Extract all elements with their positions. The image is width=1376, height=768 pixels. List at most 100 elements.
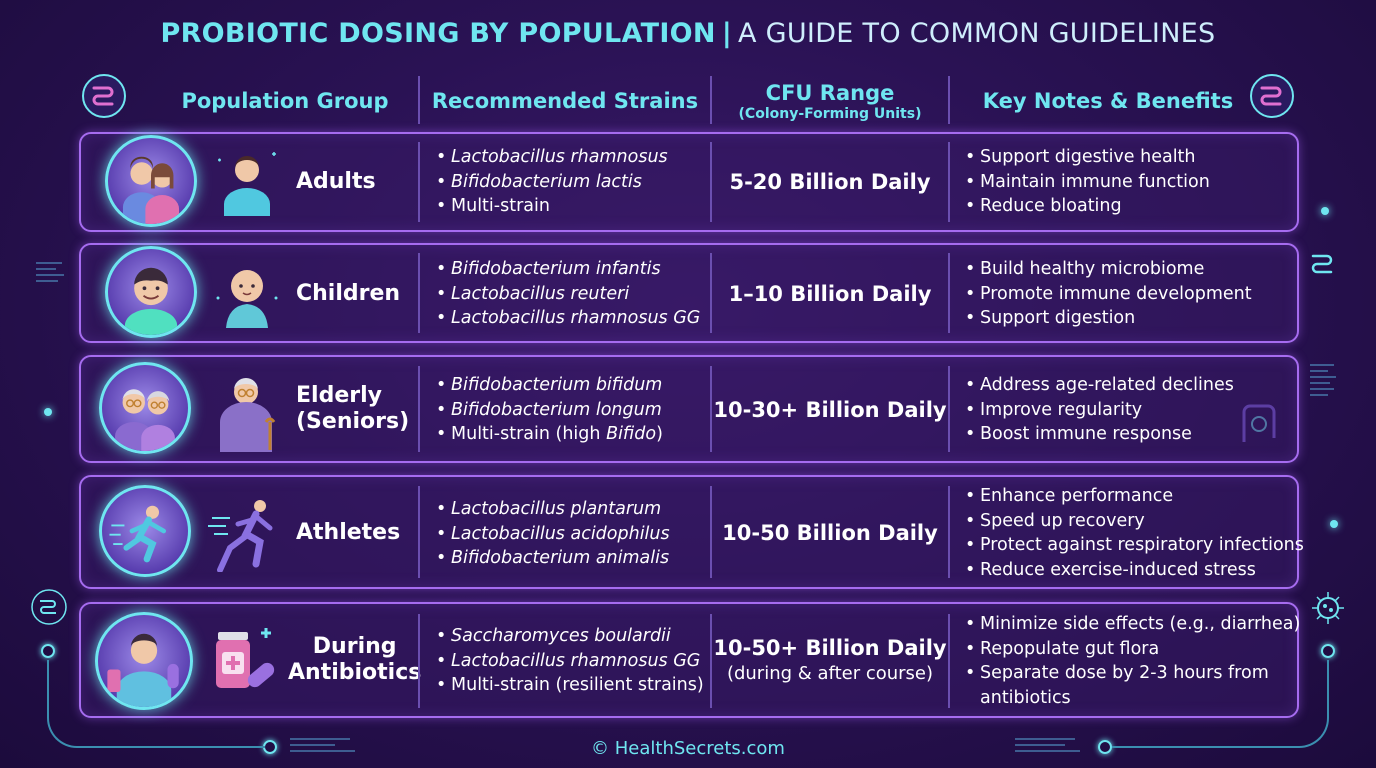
column-divider	[710, 253, 712, 333]
notes-list: Minimize side effects (e.g., diarrhea) R…	[965, 612, 1300, 710]
notes-list: Build healthy microbiome Promote immune …	[965, 257, 1252, 331]
adults-avatar	[105, 135, 197, 227]
list-item: Promote immune development	[965, 282, 1252, 307]
population-label: Athletes	[296, 520, 401, 545]
column-divider	[948, 253, 950, 333]
circuit-line	[1112, 660, 1329, 748]
strain-list: Lactobacillus rhamnosus Bifidobacterium …	[436, 145, 668, 219]
cfu-value: 10-30+ Billion Daily	[713, 398, 947, 422]
medicine-icon	[210, 622, 282, 698]
header-strains: Recommended Strains	[431, 89, 699, 113]
list-item: Lactobacillus rhamnosus GG	[436, 649, 704, 674]
list-item: Lactobacillus plantarum	[436, 497, 670, 522]
header-divider	[948, 76, 950, 124]
notes-list: Address age-related declines Improve reg…	[965, 373, 1234, 447]
cfu-value: 5-20 Billion Daily	[729, 170, 931, 194]
list-item: Support digestion	[965, 306, 1252, 331]
list-item: Support digestive health	[965, 145, 1210, 170]
notes-list: Enhance performance Speed up recovery Pr…	[965, 484, 1304, 582]
list-item: Protect against respiratory infections	[965, 533, 1304, 558]
column-divider	[710, 142, 712, 222]
decor-lines	[36, 262, 66, 286]
header-divider	[418, 76, 420, 124]
decor-lines	[1310, 364, 1338, 400]
list-item: Saccharomyces boulardii	[436, 624, 704, 649]
column-divider	[418, 366, 420, 452]
circuit-line	[47, 660, 265, 748]
title-rest: A GUIDE TO COMMON GUIDELINES	[738, 18, 1216, 49]
list-item: Improve regularity	[965, 398, 1234, 423]
column-divider	[948, 614, 950, 708]
population-label: Adults	[296, 169, 376, 194]
decor-dot	[44, 408, 52, 416]
strain-list: Saccharomyces boulardii Lactobacillus rh…	[436, 624, 704, 698]
column-divider	[418, 253, 420, 333]
title-bold: PROBIOTIC DOSING BY POPULATION	[160, 18, 716, 49]
baby-icon	[212, 258, 282, 328]
senior-with-cane-icon	[212, 372, 284, 452]
column-divider	[948, 486, 950, 578]
elderly-avatar	[99, 362, 191, 454]
intestine-icon	[80, 72, 128, 120]
list-item: Bifidobacterium lactis	[436, 170, 668, 195]
list-item: Bifidobacterium infantis	[436, 257, 700, 282]
list-item: Speed up recovery	[965, 509, 1304, 534]
column-divider	[418, 486, 420, 578]
strain-list: Bifidobacterium infantis Lactobacillus r…	[436, 257, 700, 331]
header-notes: Key Notes & Benefits	[982, 89, 1234, 113]
list-item: Bifidobacterium animalis	[436, 546, 670, 571]
intestine-icon	[1248, 72, 1296, 120]
list-item: Repopulate gut flora	[965, 637, 1300, 662]
list-item: Maintain immune function	[965, 170, 1210, 195]
decor-lines	[290, 738, 360, 756]
list-item: Lactobacillus rhamnosus GG	[436, 306, 700, 331]
footer-copyright: © HealthSecrets.com	[591, 738, 785, 759]
decor-dot	[1321, 207, 1329, 215]
list-item: Separate dose by 2-3 hours from	[965, 661, 1300, 686]
intestine-icon	[30, 588, 68, 626]
patient-avatar	[95, 612, 193, 710]
list-item: Multi-strain (resilient strains)	[436, 673, 704, 698]
decor-ring	[41, 644, 55, 658]
list-item: Boost immune response	[965, 422, 1234, 447]
cfu-value: 10-50 Billion Daily	[722, 521, 938, 545]
strain-list: Lactobacillus plantarum Lactobacillus ac…	[436, 497, 670, 571]
list-item: Address age-related declines	[965, 373, 1234, 398]
strain-list: Bifidobacterium bifidum Bifidobacterium …	[436, 373, 663, 447]
list-item-continued: antibiotics	[980, 687, 1071, 708]
list-item: Lactobacillus reuteri	[436, 282, 700, 307]
column-divider	[948, 366, 950, 452]
list-item: Multi-strain	[436, 194, 668, 219]
list-item: Bifidobacterium longum	[436, 398, 663, 423]
population-label: Elderly (Seniors)	[296, 383, 410, 434]
header-divider	[710, 76, 712, 124]
column-divider	[418, 614, 420, 708]
header-population: Population Group	[181, 89, 389, 113]
decor-ring	[1098, 740, 1112, 754]
cfu-value: 10-50+ Billion Daily (during & after cou…	[713, 636, 947, 684]
header-cfu: CFU Range (Colony-Forming Units)	[738, 80, 922, 122]
title-separator: |	[721, 18, 732, 49]
column-divider	[710, 486, 712, 578]
column-divider	[710, 614, 712, 708]
list-item: Build healthy microbiome	[965, 257, 1252, 282]
adult-person-icon	[212, 146, 282, 216]
notes-list: Support digestive health Maintain immune…	[965, 145, 1210, 219]
column-divider	[710, 366, 712, 452]
cfu-value: 1–10 Billion Daily	[728, 282, 932, 306]
list-item: Reduce bloating	[965, 194, 1210, 219]
list-item: Minimize side effects (e.g., diarrhea)	[965, 612, 1300, 637]
decor-dot	[1330, 520, 1338, 528]
list-item: Enhance performance	[965, 484, 1304, 509]
bacteria-icon	[1308, 588, 1348, 628]
decor-lines	[1015, 738, 1085, 756]
child-avatar	[105, 246, 197, 338]
column-divider	[418, 142, 420, 222]
population-label: Children	[296, 281, 401, 306]
runner-icon	[206, 496, 286, 573]
list-item: Multi-strain (high Bifido)	[436, 422, 663, 447]
column-divider	[948, 142, 950, 222]
list-item: Lactobacillus acidophilus	[436, 522, 670, 547]
list-item: Bifidobacterium bifidum	[436, 373, 663, 398]
page-title: PROBIOTIC DOSING BY POPULATION | A GUIDE T…	[0, 18, 1376, 49]
